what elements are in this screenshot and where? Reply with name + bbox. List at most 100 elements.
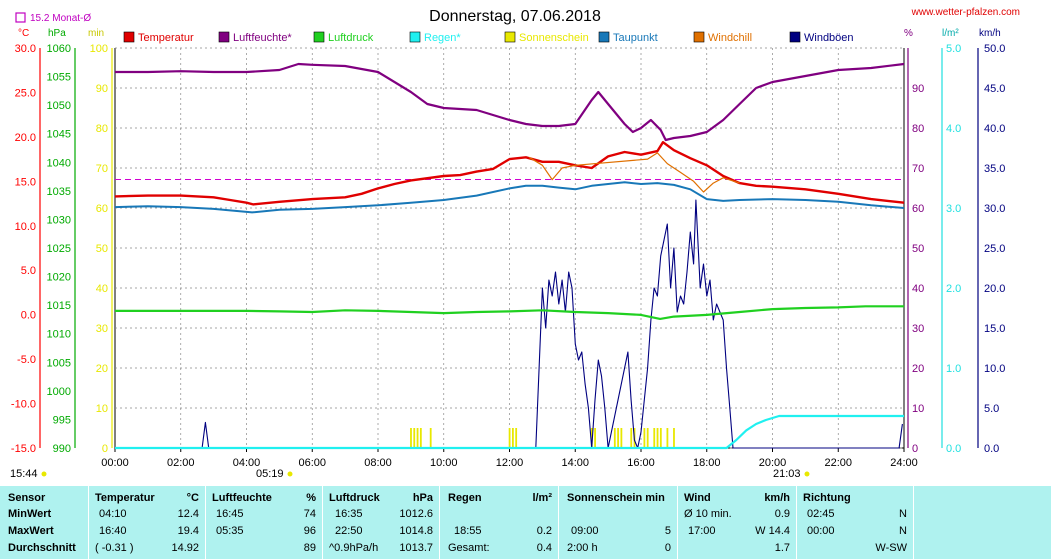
unit-wind: km/h [979, 28, 1001, 39]
sunshine-bar [594, 428, 596, 448]
x-tick-label: 24:00 [890, 457, 918, 469]
y-tick-label-wind_kmh: 45.0 [984, 83, 1005, 95]
y-tick-label-humidity_pct: 10 [912, 403, 924, 415]
x-tick-label: 08:00 [364, 457, 392, 469]
y-tick-label-wind_kmh: 20.0 [984, 283, 1005, 295]
cell: 74 [303, 508, 316, 520]
cell: 14.92 [171, 542, 199, 554]
legend-swatch [789, 31, 801, 43]
y-tick-label-wind_kmh: 25.0 [984, 243, 1005, 255]
y-tick-label-rain_lm2: 1.0 [946, 363, 961, 375]
col-rain: Regen l/m² 18:55 0.2 Gesamt: 0.4 [440, 486, 558, 559]
y-tick-label-rain_lm2: 0.0 [946, 443, 961, 455]
y-tick-label-humidity_pct: 30 [912, 323, 924, 335]
sun-icon [41, 471, 47, 477]
monthly-avg-swatch [15, 12, 26, 23]
y-tick-label-pressure_hpa: 1000 [47, 386, 71, 398]
y-tick-label-wind_kmh: 0.0 [984, 443, 999, 455]
legend-swatch [598, 31, 610, 43]
y-tick-label-temp_c: -5.0 [17, 354, 36, 366]
sunshine-bar [416, 428, 419, 448]
cell: 05:35 [216, 525, 244, 537]
y-tick-label-temp_c: 10.0 [15, 221, 36, 233]
unit-pressure-col: hPa [412, 492, 433, 504]
cell: 0.2 [536, 525, 552, 537]
cell: 16:40 [99, 525, 127, 537]
legend-label: Windchill [708, 32, 752, 44]
y-tick-label-humidity_pct: 60 [912, 203, 924, 215]
y-tick-label-sun_min: 100 [90, 43, 108, 55]
x-tick-label: 00:00 [101, 457, 129, 469]
col-wind: Wind km/h Ø 10 min. 0.9 17:00 W 14.4 1.7 [678, 486, 796, 559]
x-tick-label: 10:00 [430, 457, 458, 469]
y-tick-label-temp_c: 0.0 [21, 310, 36, 322]
y-tick-label-pressure_hpa: 1010 [47, 329, 71, 341]
cell: 16:45 [216, 508, 244, 520]
sunshine-bar [590, 428, 593, 448]
sunset-icon [804, 471, 810, 477]
cell: 18:55 [454, 525, 482, 537]
sunshine-bar [666, 428, 669, 448]
y-tick-label-pressure_hpa: 1020 [47, 272, 71, 284]
time-left: 15:44 [10, 468, 38, 480]
cell: 89 [303, 542, 316, 554]
series-line-taupunkt [114, 181, 905, 214]
sunshine-bar [413, 428, 416, 448]
cell: W-SW [875, 542, 907, 554]
y-tick-label-pressure_hpa: 990 [53, 443, 71, 455]
cell: 1013.7 [399, 542, 433, 554]
unit-pressure: hPa [48, 28, 66, 39]
series-line-luftfeuchte [115, 62, 905, 142]
sunshine-bar [419, 428, 422, 448]
y-tick-label-rain_lm2: 5.0 [946, 43, 961, 55]
cell: 00:00 [807, 525, 835, 537]
x-tick-label: 04:00 [233, 457, 261, 469]
col-sunshine: Sonnenschein min 09:00 5 2:00 h 0 [559, 486, 677, 559]
y-tick-label-pressure_hpa: 1015 [47, 300, 71, 312]
y-tick-label-humidity_pct: 90 [912, 83, 924, 95]
sunshine-bar [646, 428, 649, 448]
y-tick-label-sun_min: 90 [96, 83, 108, 95]
sunshine-bar [630, 428, 633, 448]
cell: 5 [664, 525, 671, 537]
site-url[interactable]: www.wetter-pfalzen.com [911, 7, 1020, 18]
cell: ( -0.31 ) [95, 542, 134, 554]
unit-humidity-col: % [306, 492, 316, 504]
cell: 2:00 h [567, 542, 598, 554]
unit-sunshine: min [88, 28, 104, 39]
y-tick-label-rain_lm2: 2.0 [946, 283, 961, 295]
x-tick-label: 22:00 [824, 457, 852, 469]
cell: 0.4 [536, 542, 552, 554]
sunshine-bar [508, 428, 511, 448]
y-tick-label-sun_min: 80 [96, 123, 108, 135]
x-tick-label: 18:00 [693, 457, 721, 469]
sunshine-bar [617, 428, 619, 448]
x-tick-label: 06:00 [298, 457, 326, 469]
y-tick-label-humidity_pct: 50 [912, 243, 924, 255]
sunset-time: 21:03 [773, 468, 801, 480]
monthly-avg-label: 15.2 Monat-Ø [30, 13, 91, 24]
legend-label: Taupunkt [613, 32, 658, 44]
y-tick-label-humidity_pct: 40 [912, 283, 924, 295]
series-line-luftdruck [115, 305, 904, 320]
header-sensor: Sensor [8, 492, 46, 504]
sunshine-bar [620, 428, 623, 448]
sunshine-bar [656, 428, 659, 448]
cell: 22:50 [335, 525, 363, 537]
y-tick-label-wind_kmh: 35.0 [984, 163, 1005, 175]
header-humidity: Luftfeuchte [212, 492, 272, 504]
col-humidity: Luftfeuchte% 16:45 74 05:35 96 89 [206, 486, 322, 559]
y-tick-label-temp_c: 15.0 [15, 176, 36, 188]
sunshine-bar [673, 428, 675, 448]
cell: 0 [664, 542, 671, 554]
y-tick-label-wind_kmh: 50.0 [984, 43, 1005, 55]
series-line-windböen [115, 199, 903, 449]
y-tick-label-pressure_hpa: 1050 [47, 100, 71, 112]
y-tick-label-sun_min: 20 [96, 363, 108, 375]
y-tick-label-wind_kmh: 30.0 [984, 203, 1005, 215]
legend-label: Luftfeuchte* [233, 32, 292, 44]
legend-swatch [313, 31, 325, 43]
chart-legend: Temperatur Luftfeuchte* Luftdruck Regen* Son… [123, 31, 854, 44]
y-tick-label-sun_min: 0 [102, 443, 108, 455]
